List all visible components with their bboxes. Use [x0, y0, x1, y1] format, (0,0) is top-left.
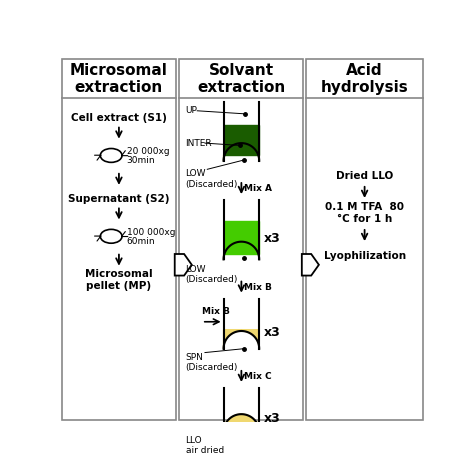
Text: Lyophilization: Lyophilization	[324, 251, 406, 261]
Text: 60min: 60min	[127, 237, 155, 246]
Polygon shape	[224, 330, 259, 349]
Text: Cell extract (S1): Cell extract (S1)	[71, 113, 167, 124]
Text: LOW
(Discarded): LOW (Discarded)	[186, 265, 238, 284]
Text: LLO
air dried: LLO air dried	[186, 436, 224, 455]
Text: x3: x3	[264, 232, 281, 245]
Text: 20 000xg: 20 000xg	[127, 147, 169, 156]
Text: INTER: INTER	[186, 138, 212, 147]
Text: Mix C: Mix C	[245, 372, 272, 381]
Text: Mix B: Mix B	[202, 307, 230, 316]
Text: 30min: 30min	[127, 156, 155, 165]
Polygon shape	[224, 125, 259, 155]
Text: UP: UP	[186, 106, 198, 115]
Text: Mix A: Mix A	[245, 184, 273, 193]
Text: SPN
(Discarded): SPN (Discarded)	[186, 353, 238, 372]
Text: Solvant
extraction: Solvant extraction	[197, 63, 285, 95]
Text: Microsomal
pellet (MP): Microsomal pellet (MP)	[85, 269, 153, 291]
Polygon shape	[302, 254, 319, 275]
Polygon shape	[224, 221, 259, 254]
Text: Mix B: Mix B	[245, 283, 273, 292]
Polygon shape	[224, 242, 259, 259]
Text: LOW
(Discarded): LOW (Discarded)	[186, 169, 238, 189]
Text: x3: x3	[264, 326, 281, 339]
Text: Microsomal
extraction: Microsomal extraction	[70, 63, 168, 95]
Polygon shape	[224, 143, 259, 161]
Text: 100 000xg: 100 000xg	[127, 228, 175, 237]
Text: Supernatant (S2): Supernatant (S2)	[68, 194, 170, 204]
Text: x3: x3	[264, 412, 281, 425]
Text: 0.1 M TFA  80
°C for 1 h: 0.1 M TFA 80 °C for 1 h	[325, 202, 404, 224]
Polygon shape	[175, 254, 192, 275]
Bar	[307, 59, 423, 419]
Polygon shape	[224, 414, 259, 432]
Text: Acid
hydrolysis: Acid hydrolysis	[321, 63, 409, 95]
Text: Dried LLO: Dried LLO	[336, 171, 393, 181]
Bar	[179, 59, 303, 419]
Bar	[62, 59, 176, 419]
